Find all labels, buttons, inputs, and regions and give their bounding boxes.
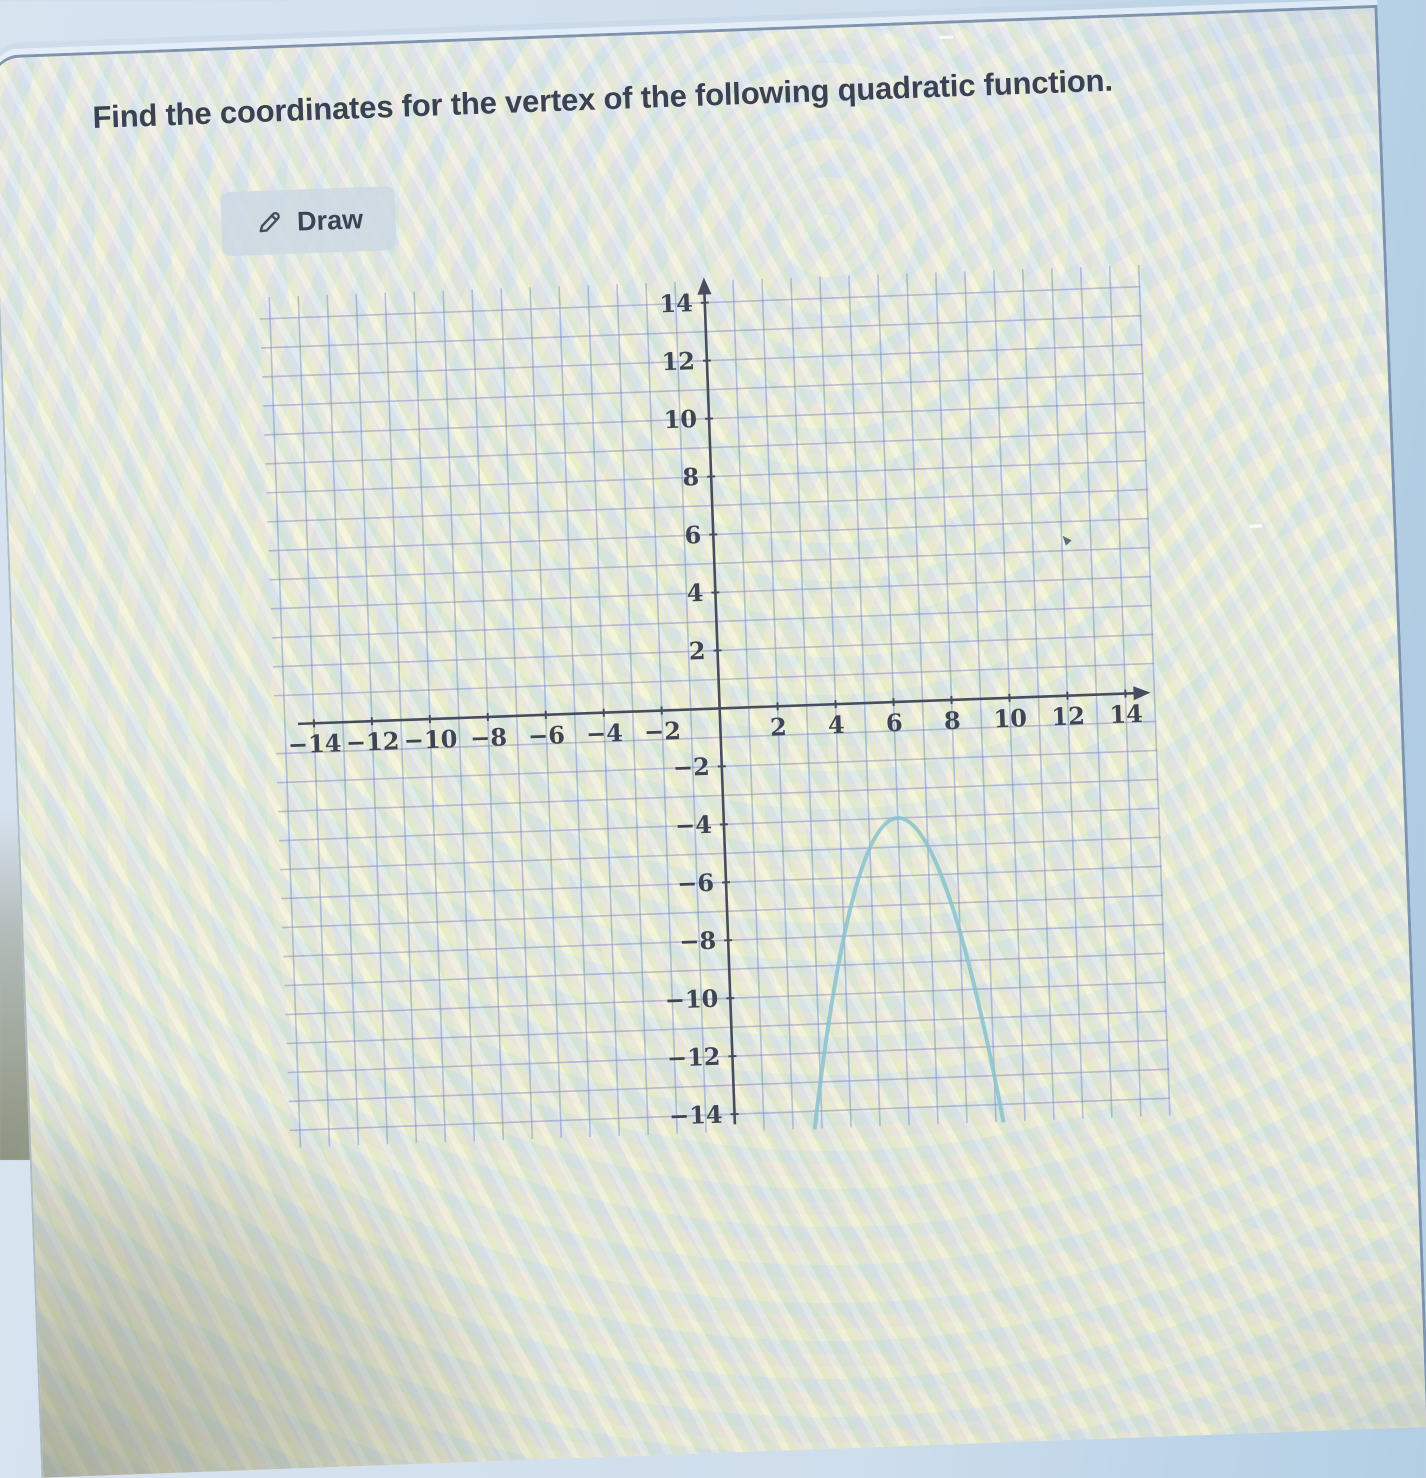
x-tick-label: 4 [827, 710, 845, 740]
x-tick-label: 10 [993, 703, 1027, 733]
draw-button[interactable]: Draw [220, 186, 396, 256]
y-tick-label: −14 [669, 1100, 724, 1131]
x-tick-label: 8 [943, 706, 961, 736]
x-tick-label: −6 [528, 720, 566, 750]
y-tick-label: −8 [679, 926, 717, 956]
pencil-icon [253, 207, 284, 238]
grid-lines [259, 265, 1171, 1148]
x-tick-label: −2 [644, 716, 682, 746]
cursor-arrow-icon [1062, 534, 1075, 552]
draw-button-label: Draw [296, 204, 363, 237]
y-axis-arrow-icon [697, 277, 712, 295]
y-tick-label: −12 [666, 1042, 721, 1073]
question-title: Find the coordinates for the vertex of t… [92, 55, 1322, 136]
x-tick-label: −10 [403, 724, 458, 755]
axes [282, 262, 1166, 1140]
x-tick-label: 12 [1051, 701, 1085, 731]
y-tick-label: 10 [663, 404, 697, 434]
y-tick-label: 14 [659, 288, 693, 318]
x-tick-label: −12 [345, 726, 400, 757]
y-tick-label: 4 [686, 578, 704, 608]
y-tick-label: 8 [682, 462, 700, 492]
y-tick-label: 6 [684, 520, 702, 550]
y-tick-label: −4 [675, 810, 713, 840]
screen-artifact [939, 35, 953, 39]
x-tick-label: 2 [769, 712, 787, 742]
y-tick-label: 2 [688, 636, 706, 666]
y-tick-label: −6 [677, 868, 715, 898]
photo-tilt-wrapper: Find the coordinates for the vertex of t… [0, 0, 1426, 1185]
x-tick-label: −14 [287, 728, 342, 759]
question-card: Find the coordinates for the vertex of t… [0, 5, 1426, 1478]
x-tick-label: −8 [470, 722, 508, 752]
x-tick-label: 6 [885, 708, 903, 738]
x-tick-label: 14 [1109, 699, 1143, 729]
y-tick-label: −10 [664, 984, 719, 1015]
y-tick-label: 12 [661, 346, 695, 376]
y-tick-label: −2 [672, 752, 710, 782]
x-tick-label: −4 [586, 718, 624, 748]
screen-artifact [1249, 524, 1262, 527]
